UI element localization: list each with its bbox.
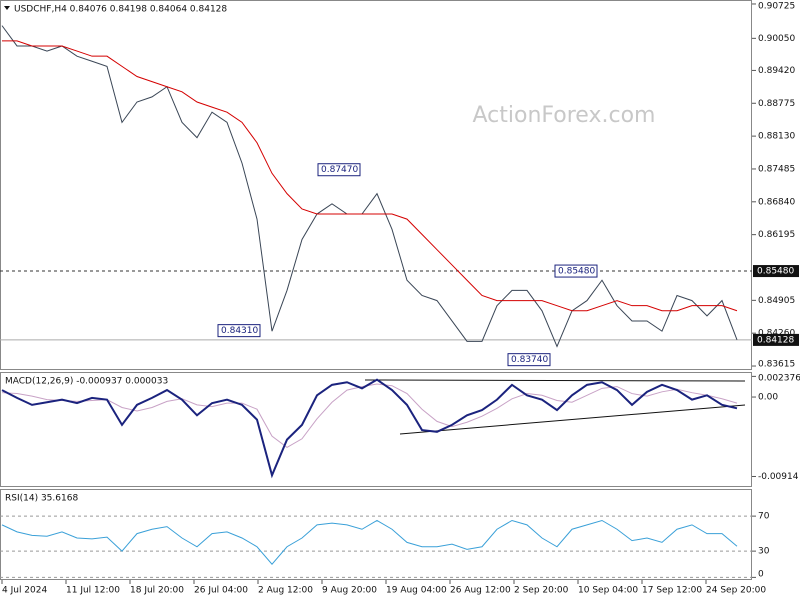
x-tick-label: 10 Sep 04:00 xyxy=(578,586,638,596)
series-line xyxy=(2,40,738,312)
watermark: ActionForex.com xyxy=(473,103,656,128)
x-tick-label: 11 Jul 12:00 xyxy=(66,586,120,596)
panel-title: RSI(14) 35.6168 xyxy=(5,494,78,504)
y-tick-label: 0.86195 xyxy=(758,230,795,240)
y-tick-label: -0.00914 xyxy=(758,472,799,482)
y-tick-label: 0.88775 xyxy=(758,99,795,109)
level-label: 0.85480 xyxy=(757,267,794,277)
y-tick-label: 0.00 xyxy=(758,393,778,403)
x-tick-label: 17 Sep 12:00 xyxy=(642,586,702,596)
x-tick-label: 19 Aug 04:00 xyxy=(386,586,447,596)
annotation-label: 0.85480 xyxy=(558,267,595,277)
x-tick-label: 26 Jul 04:00 xyxy=(194,586,248,596)
y-tick-label: 30 xyxy=(758,547,770,557)
y-tick-label: 0.89420 xyxy=(758,66,795,76)
y-tick-label: 0.84905 xyxy=(758,296,795,306)
annotation-box xyxy=(554,264,598,278)
panel-frame xyxy=(0,372,752,487)
y-tick-label: 0.90725 xyxy=(758,2,795,12)
last-price-label: 0.84128 xyxy=(757,335,794,345)
y-tick-label: 0.88130 xyxy=(758,132,795,142)
x-tick-label: 26 Aug 12:00 xyxy=(450,586,511,596)
panel-frame xyxy=(0,0,752,370)
annotation-label: 0.87470 xyxy=(321,165,358,175)
y-tick-label: 0.83615 xyxy=(758,360,795,370)
macd-trendline xyxy=(364,379,746,382)
annotation-label: 0.84310 xyxy=(221,326,258,336)
series-line xyxy=(1,519,738,566)
y-tick-label: 0.90050 xyxy=(758,34,795,44)
x-tick-label: 18 Jul 20:00 xyxy=(130,586,184,596)
annotation-label: 0.83740 xyxy=(511,355,548,365)
panel-title: MACD(12,26,9) -0.000937 0.000033 xyxy=(5,377,168,387)
last-price-box xyxy=(753,333,799,346)
y-tick-label: 0.84260 xyxy=(758,329,795,339)
x-tick-label: 9 Aug 20:00 xyxy=(322,586,377,596)
series-line xyxy=(1,378,738,479)
annotation-box xyxy=(507,353,551,367)
series-line xyxy=(1,383,738,449)
y-tick-label: 0.002376 xyxy=(758,374,800,384)
x-tick-label: 2 Aug 12:00 xyxy=(258,586,313,596)
level-label-box xyxy=(753,265,799,278)
y-tick-label: 0.86840 xyxy=(758,197,795,207)
annotation-box xyxy=(217,324,261,338)
x-tick-label: 2 Sep 20:00 xyxy=(514,586,569,596)
x-tick-label: 4 Jul 2024 xyxy=(2,586,47,596)
panel-title: USDCHF,H4 0.84076 0.84198 0.84064 0.8412… xyxy=(14,5,227,15)
y-tick-label: 0.87485 xyxy=(758,164,795,174)
y-tick-label: 70 xyxy=(758,512,770,522)
macd-trendline xyxy=(399,404,746,435)
panel-frame xyxy=(0,489,752,580)
x-tick-label: 24 Sep 20:00 xyxy=(706,586,766,596)
symbol-marker xyxy=(4,6,10,10)
y-tick-label: 0 xyxy=(758,570,764,580)
annotation-box xyxy=(317,163,361,177)
